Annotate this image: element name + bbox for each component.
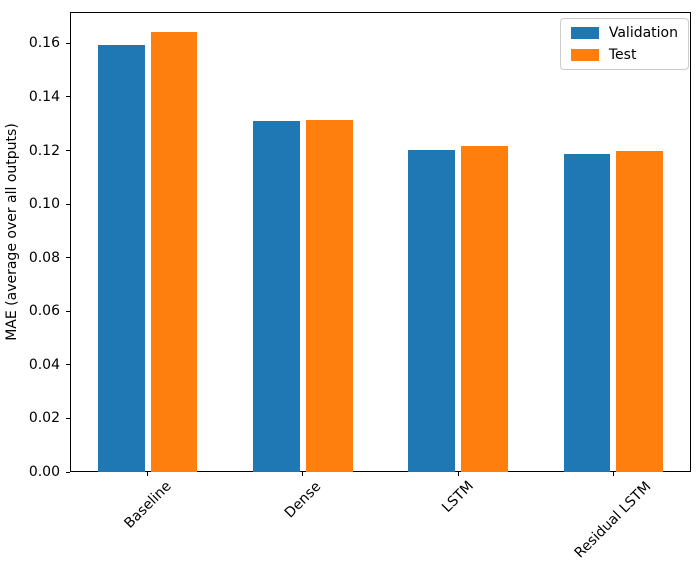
y-tick-mark	[66, 96, 70, 98]
y-tick-label: 0.04	[28, 356, 60, 373]
y-tick-label: 0.10	[28, 196, 60, 213]
y-tick-mark	[66, 203, 70, 205]
x-tick-mark	[457, 472, 459, 476]
bar-test-lstm	[461, 145, 508, 472]
y-tick-mark	[66, 364, 70, 366]
y-tick-mark	[66, 42, 70, 44]
legend-entry-test: Test	[570, 47, 678, 63]
legend-swatch-validation	[570, 27, 599, 39]
y-tick-label: 0.00	[28, 464, 60, 480]
y-tick-label: 0.16	[28, 35, 60, 52]
bar-validation-residual-lstm	[563, 153, 611, 472]
y-tick-mark	[66, 417, 70, 419]
x-tick-label-residual-lstm: Residual LSTM	[571, 478, 655, 561]
bar-test-dense	[306, 120, 353, 472]
y-tick-mark	[66, 150, 70, 151]
bar-validation-lstm	[408, 149, 455, 472]
y-tick-label: 0.08	[28, 249, 60, 266]
y-tick-label: 0.02	[28, 410, 60, 427]
y-tick-mark	[66, 257, 70, 259]
legend-label-validation: Validation	[608, 25, 678, 41]
bar-test-baseline	[150, 32, 198, 472]
x-tick-mark	[147, 472, 149, 476]
y-tick-label: 0.14	[28, 88, 60, 105]
legend-label-test: Test	[608, 47, 637, 63]
y-tick-mark	[66, 471, 70, 473]
x-tick-label-baseline: Baseline	[121, 478, 175, 532]
bar-test-residual-lstm	[616, 151, 663, 472]
y-tick-mark	[66, 310, 70, 312]
legend: Validation Test	[559, 18, 689, 70]
x-tick-label-dense: Dense	[281, 478, 325, 521]
y-tick-label: 0.12	[28, 142, 60, 159]
x-tick-label-lstm: LSTM	[439, 478, 477, 516]
x-tick-mark	[612, 472, 614, 476]
bar-validation-dense	[253, 120, 300, 472]
bar-validation-baseline	[98, 45, 145, 472]
legend-swatch-test	[570, 49, 599, 61]
y-tick-label: 0.06	[28, 303, 60, 320]
legend-entry-validation: Validation	[570, 25, 678, 41]
x-tick-mark	[302, 472, 304, 476]
